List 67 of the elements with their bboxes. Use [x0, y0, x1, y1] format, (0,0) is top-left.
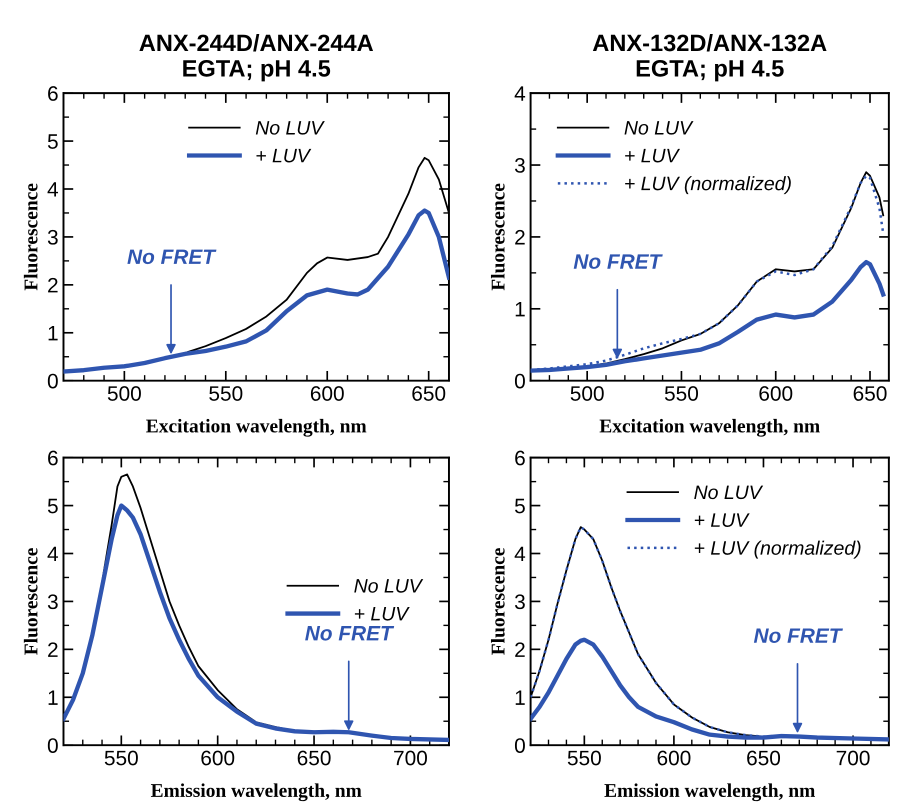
y-tick-label: 0: [48, 374, 58, 388]
y-tick-label: 6: [515, 450, 525, 466]
legend-label: + LUV (normalized): [625, 176, 791, 194]
x-tick-label: 600: [201, 750, 234, 766]
y-tick-label: 3: [48, 230, 58, 245]
x-axis-title: Emission wavelength, nm: [604, 783, 815, 802]
legend-label: No LUV: [256, 121, 325, 135]
line-series: [63, 208, 449, 374]
y-tick-label: 2: [48, 278, 58, 292]
y-tick-label: 1: [48, 690, 58, 705]
x-tick-label: 650: [854, 386, 887, 401]
annotation: No FRET: [754, 628, 843, 643]
x-axis-title: Excitation wavelength, nm: [600, 418, 820, 437]
x-tick-label: 600: [759, 386, 792, 401]
legend-label: + LUV: [256, 148, 312, 163]
y-tick-label: 6: [48, 450, 58, 466]
y-tick-label: 0: [514, 738, 525, 753]
y-axis-title: Fluorescence: [24, 184, 38, 290]
y-tick-label: 4: [48, 546, 58, 562]
y-tick-label: 4: [48, 182, 58, 197]
annotation: No FRET: [574, 254, 663, 269]
y-tick-label: 4: [514, 86, 526, 101]
legend-label: + LUV (normalized): [694, 540, 860, 559]
y-tick-label: 1: [48, 326, 58, 340]
legend-label: + LUV: [694, 513, 750, 528]
y-tick-label: 0: [48, 738, 58, 753]
x-tick-label: 700: [394, 750, 427, 766]
x-axis-title: Emission wavelength, nm: [150, 783, 362, 802]
y-axis-title: Fluorescence: [24, 548, 38, 655]
x-tick-label: 650: [412, 386, 446, 401]
x-tick-label: 650: [747, 750, 780, 766]
legend-label: No LUV: [354, 579, 424, 593]
legend-label: + LUV: [625, 148, 680, 163]
y-tick-label: 2: [515, 230, 525, 244]
legend-label: + LUV: [354, 607, 410, 621]
annotation: No FRET: [305, 626, 394, 641]
y-tick-label: 2: [515, 642, 525, 657]
y-tick-label: 2: [48, 642, 58, 657]
chart-title: ANX-244D/ANX-244A EGTA; pH 4.5: [139, 34, 374, 82]
y-tick-label: 3: [514, 594, 525, 610]
y-tick-label: 5: [48, 134, 58, 149]
y-tick-label: 0: [514, 374, 525, 388]
x-tick-label: 550: [664, 386, 698, 401]
y-tick-label: 4: [514, 546, 526, 562]
y-tick-label: 6: [48, 86, 58, 101]
x-tick-label: 550: [104, 750, 138, 766]
legend-label: No LUV: [624, 121, 694, 135]
x-tick-label: 700: [836, 750, 870, 766]
x-tick-label: 550: [209, 386, 242, 401]
x-tick-label: 550: [568, 750, 601, 766]
x-tick-label: 600: [658, 750, 690, 766]
y-tick-label: 1: [516, 690, 525, 705]
chart-title: ANX-132D/ANX-132A EGTA; pH 4.5: [592, 34, 827, 82]
y-axis-title: Fluorescence: [490, 548, 505, 655]
x-tick-label: 650: [298, 750, 331, 766]
y-tick-label: 5: [514, 498, 525, 514]
y-tick-label: 1: [516, 302, 525, 316]
x-tick-label: 500: [108, 386, 141, 401]
x-tick-label: 500: [570, 386, 604, 401]
x-axis-title: Excitation wavelength, nm: [146, 418, 366, 437]
y-tick-label: 5: [48, 498, 58, 514]
x-tick-label: 600: [310, 386, 344, 401]
annotation: No FRET: [127, 250, 216, 264]
y-tick-label: 3: [514, 158, 525, 173]
y-tick-label: 3: [48, 594, 58, 610]
y-axis-title: Fluorescence: [490, 184, 505, 290]
legend-label: No LUV: [694, 486, 764, 500]
